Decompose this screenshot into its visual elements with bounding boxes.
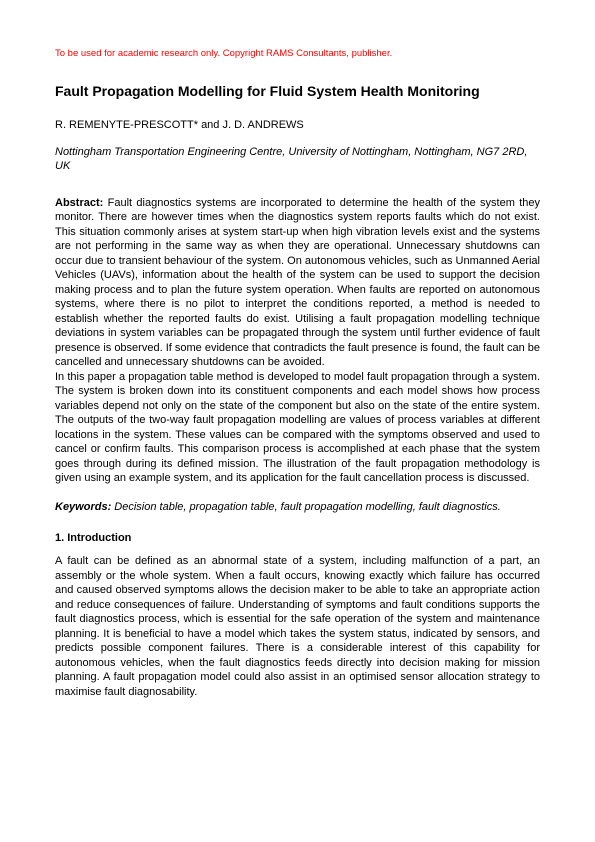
authors-line: R. REMENYTE-PRESCOTT* and J. D. ANDREWS [55, 119, 540, 131]
paper-title: Fault Propagation Modelling for Fluid Sy… [55, 83, 540, 99]
copyright-notice: To be used for academic research only. C… [55, 48, 540, 59]
abstract-block: Abstract: Fault diagnostics systems are … [55, 196, 540, 486]
section-1-heading: 1. Introduction [55, 532, 540, 544]
keywords-label: Keywords: [55, 501, 111, 513]
keywords-block: Keywords: Decision table, propagation ta… [55, 500, 540, 514]
abstract-text-2: In this paper a propagation table method… [55, 371, 540, 485]
section-1-body: A fault can be defined as an abnormal st… [55, 554, 540, 699]
keywords-text: Decision table, propagation table, fault… [111, 501, 501, 513]
affiliation-line: Nottingham Transportation Engineering Ce… [55, 145, 540, 174]
page-container: To be used for academic research only. C… [0, 0, 595, 739]
abstract-text-1: Fault diagnostics systems are incorporat… [55, 197, 540, 369]
abstract-label: Abstract: [55, 197, 103, 209]
